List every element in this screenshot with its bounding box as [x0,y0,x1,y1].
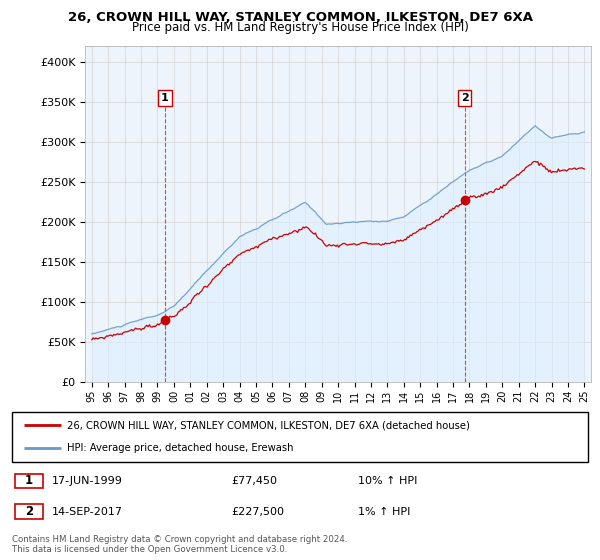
Text: 2: 2 [25,505,33,519]
Text: 17-JUN-1999: 17-JUN-1999 [52,476,123,486]
Text: £77,450: £77,450 [231,476,277,486]
Text: 1: 1 [25,474,33,487]
Text: 10% ↑ HPI: 10% ↑ HPI [358,476,417,486]
Text: Contains HM Land Registry data © Crown copyright and database right 2024.
This d: Contains HM Land Registry data © Crown c… [12,535,347,554]
Text: 1% ↑ HPI: 1% ↑ HPI [358,507,410,517]
Text: 14-SEP-2017: 14-SEP-2017 [52,507,124,517]
Text: HPI: Average price, detached house, Erewash: HPI: Average price, detached house, Erew… [67,444,293,454]
Text: 26, CROWN HILL WAY, STANLEY COMMON, ILKESTON, DE7 6XA: 26, CROWN HILL WAY, STANLEY COMMON, ILKE… [67,11,533,24]
Text: 26, CROWN HILL WAY, STANLEY COMMON, ILKESTON, DE7 6XA (detached house): 26, CROWN HILL WAY, STANLEY COMMON, ILKE… [67,420,470,430]
Text: Price paid vs. HM Land Registry's House Price Index (HPI): Price paid vs. HM Land Registry's House … [131,21,469,34]
Text: 2: 2 [461,93,469,103]
FancyBboxPatch shape [15,505,43,519]
Text: £227,500: £227,500 [231,507,284,517]
Text: 1: 1 [161,93,169,103]
FancyBboxPatch shape [15,474,43,488]
